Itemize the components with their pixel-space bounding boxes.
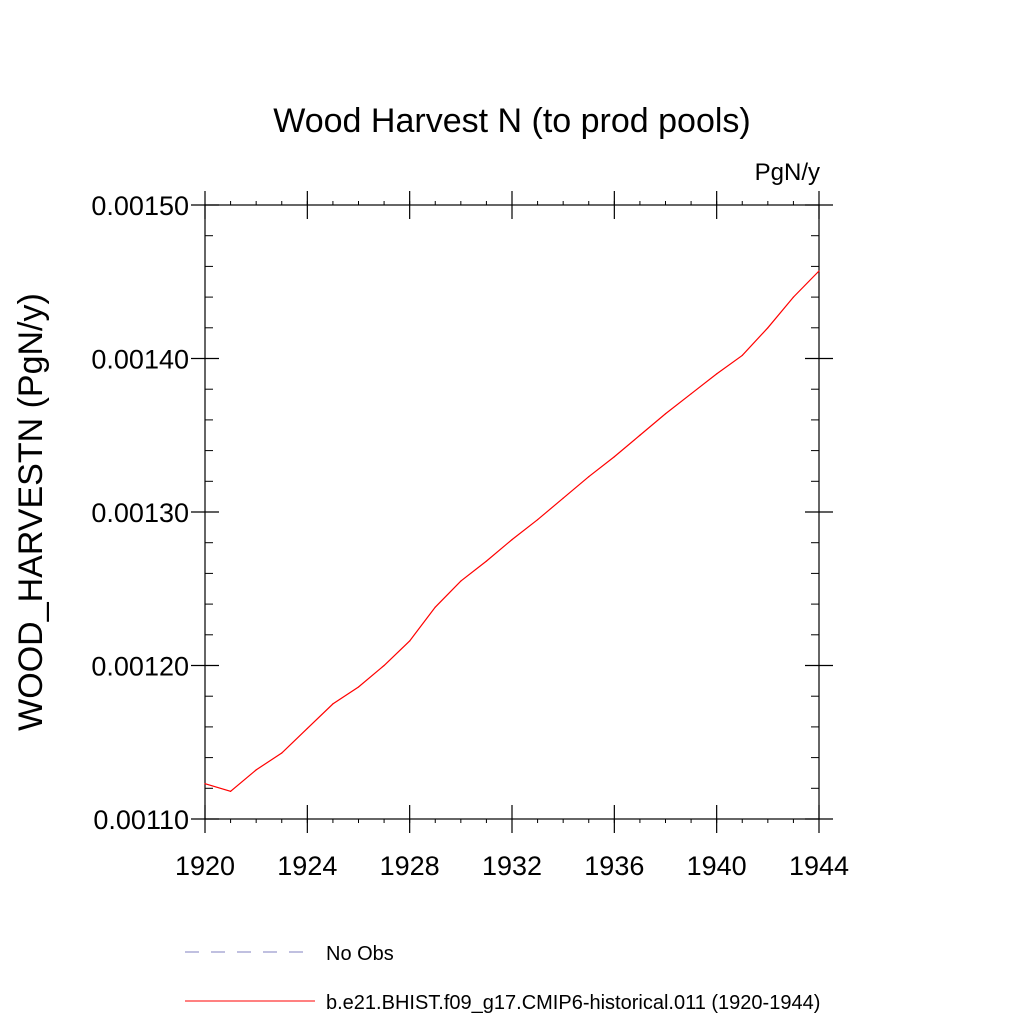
- data-point: [229, 790, 232, 792]
- data-point: [716, 373, 718, 375]
- y-axis-ticks: 0.00110 0.00120 0.00130 0.00140 0.00150: [91, 191, 833, 835]
- legend-label: No Obs: [326, 943, 394, 965]
- y-axis-label: WOOD_HARVESTN (PgN/y): [12, 293, 50, 731]
- x-tick-label: 1932: [482, 851, 542, 881]
- chart-title: Wood Harvest N (to prod pools): [273, 102, 750, 140]
- x-tick-label: 1944: [789, 851, 849, 881]
- data-point: [204, 783, 206, 785]
- x-minor-ticks: [204, 201, 820, 823]
- x-tick-label: 1940: [687, 851, 747, 881]
- data-point: [434, 606, 436, 608]
- data-point: [332, 703, 334, 705]
- y-minor-ticks: [205, 204, 819, 820]
- data-point: [792, 296, 795, 298]
- data-point: [741, 354, 743, 357]
- series-layer: [204, 270, 820, 793]
- y-tick-label: 0.00130: [91, 498, 189, 528]
- data-point: [383, 664, 385, 667]
- data-point: [818, 270, 820, 272]
- y-tick-label: 0.00150: [91, 191, 189, 221]
- data-point: [639, 434, 641, 436]
- data-point: [690, 393, 692, 395]
- x-axis-ticks: 1920 1924 1928 1932 1936 1940 1944: [175, 191, 849, 881]
- x-tick-label: 1936: [584, 851, 644, 881]
- y-tick-label: 0.00140: [91, 345, 189, 375]
- data-point: [306, 727, 308, 730]
- y-tick-label: 0.00120: [91, 652, 189, 682]
- data-point: [511, 539, 513, 541]
- legend: No Obs b.e21.BHIST.f09_g17.CMIP6-historic…: [185, 943, 820, 1014]
- legend-label: b.e21.BHIST.f09_g17.CMIP6-historical.011…: [326, 992, 820, 1014]
- data-point: [485, 560, 488, 562]
- plot-frame: [204, 204, 820, 820]
- data-point: [613, 456, 615, 458]
- data-point: [281, 752, 283, 754]
- data-point: [255, 769, 257, 771]
- units-label: PgN/y: [755, 159, 820, 186]
- data-point: [562, 497, 564, 499]
- data-point: [767, 327, 769, 329]
- y-tick-label: 0.00110: [93, 805, 189, 835]
- x-tick-label: 1924: [277, 851, 337, 881]
- x-tick-label: 1928: [380, 851, 440, 881]
- series-line: [204, 270, 820, 793]
- data-point: [664, 413, 667, 415]
- x-tick-label: 1920: [175, 851, 235, 881]
- data-point: [588, 476, 590, 478]
- data-point: [536, 519, 539, 521]
- data-point: [460, 580, 462, 582]
- data-point: [409, 640, 411, 642]
- data-point: [357, 686, 360, 688]
